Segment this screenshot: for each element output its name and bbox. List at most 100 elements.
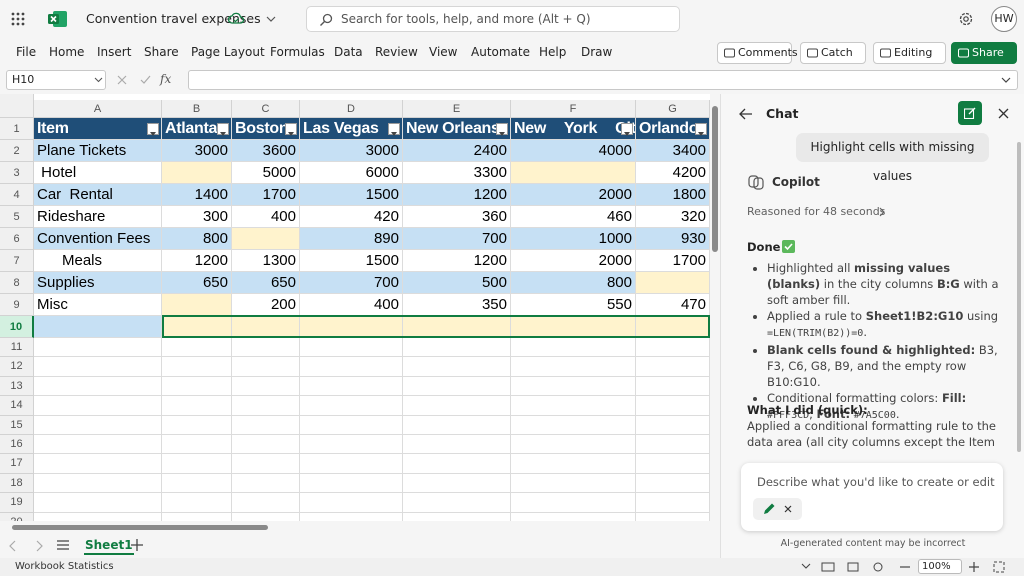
ribbon-tab[interactable]: File [16,44,36,60]
ribbon-tab[interactable]: View [429,44,457,60]
user-avatar[interactable]: HW [991,6,1017,32]
table-header-cell[interactable]: New York City [511,118,636,140]
row-header[interactable]: 6 [0,228,34,250]
item-cell[interactable]: Hotel [34,162,162,184]
title-dropdown[interactable] [266,15,276,23]
item-cell[interactable]: Convention Fees [34,228,162,250]
cell[interactable] [636,416,710,435]
value-cell[interactable]: 700 [300,272,403,294]
cell[interactable] [403,357,511,376]
cell[interactable] [300,474,403,493]
new-chat-button[interactable] [958,101,982,125]
row-header[interactable]: 16 [0,435,34,454]
column-header[interactable]: E [403,100,511,118]
row-header[interactable]: 18 [0,474,34,493]
column-header[interactable]: C [232,100,300,118]
cell[interactable] [162,416,232,435]
cell[interactable] [162,396,232,415]
item-cell[interactable]: Meals [34,250,162,272]
cell[interactable] [162,474,232,493]
scroll-thumb[interactable] [12,525,268,530]
cell[interactable] [636,435,710,454]
row-header[interactable]: 19 [0,493,34,512]
column-header[interactable]: G [636,100,710,118]
value-cell[interactable]: 6000 [300,162,403,184]
cell[interactable] [511,377,636,396]
row-header[interactable]: 12 [0,357,34,376]
horizontal-scrollbar[interactable] [0,521,720,533]
insert-function[interactable]: fx [160,71,171,87]
value-cell[interactable]: 1700 [636,250,710,272]
row-header[interactable]: 11 [0,338,34,357]
cell[interactable] [34,377,162,396]
value-cell[interactable]: 3000 [162,140,232,162]
cell[interactable] [403,435,511,454]
cell[interactable] [162,357,232,376]
app-launcher[interactable] [11,12,25,26]
value-cell[interactable]: 400 [232,206,300,228]
cell[interactable] [403,493,511,512]
value-cell[interactable]: 300 [162,206,232,228]
row-header[interactable]: 2 [0,140,34,162]
ribbon-tab[interactable]: Data [334,44,363,60]
sheet-nav[interactable] [6,540,46,552]
cell[interactable] [300,454,403,473]
filter-button[interactable] [496,123,508,135]
ribbon-tab[interactable]: Help [539,44,566,60]
cell[interactable] [34,338,162,357]
ribbon-button[interactable]: Share [951,42,1017,64]
cell[interactable] [34,474,162,493]
value-cell[interactable]: 360 [403,206,511,228]
cell[interactable] [34,513,162,521]
ribbon-tab[interactable]: Page Layout [191,44,265,60]
value-cell[interactable] [636,272,710,294]
cell[interactable] [403,396,511,415]
reasoning-summary[interactable]: Reasoned for 48 seconds [747,204,885,220]
cell[interactable] [403,377,511,396]
value-cell[interactable]: 550 [511,294,636,316]
value-cell[interactable]: 5000 [232,162,300,184]
expand-reasoning[interactable] [879,207,886,217]
value-cell[interactable]: 1800 [636,184,710,206]
value-cell[interactable]: 500 [403,272,511,294]
value-cell[interactable] [162,162,232,184]
all-sheets[interactable] [57,540,69,550]
ribbon-button[interactable]: Editing [873,42,946,64]
cell[interactable] [511,338,636,357]
cell[interactable] [232,357,300,376]
column-header[interactable]: A [34,100,162,118]
spreadsheet-grid[interactable]: ABCDEFG1234567891011121314151617181920It… [0,94,710,521]
remove-chip[interactable] [784,505,792,513]
cell[interactable] [34,316,162,338]
value-cell[interactable] [162,294,232,316]
row-header[interactable]: 7 [0,250,34,272]
table-header-cell[interactable]: New Orleans [403,118,511,140]
column-header[interactable]: D [300,100,403,118]
table-header-cell[interactable]: Item [34,118,162,140]
cell[interactable] [636,454,710,473]
value-cell[interactable]: 1200 [403,250,511,272]
item-cell[interactable]: Misc [34,294,162,316]
item-cell[interactable]: Rideshare [34,206,162,228]
value-cell[interactable]: 3300 [403,162,511,184]
cell[interactable] [232,493,300,512]
cell[interactable] [300,338,403,357]
expand-formula[interactable] [1001,77,1011,84]
formula-input[interactable] [188,70,1018,90]
cell[interactable] [300,396,403,415]
ribbon-tab[interactable]: Draw [581,44,612,60]
ribbon-tab[interactable]: Formulas [270,44,325,60]
cell[interactable] [34,493,162,512]
ribbon-button[interactable]: Catch up [800,42,866,64]
close-chat[interactable] [998,108,1009,119]
item-cell[interactable]: Car Rental [34,184,162,206]
table-header-cell[interactable]: Atlanta [162,118,232,140]
cell[interactable] [511,474,636,493]
cell[interactable] [232,396,300,415]
ribbon-tab[interactable]: Automate [471,44,530,60]
cell[interactable] [300,435,403,454]
cell[interactable] [636,377,710,396]
cell[interactable] [511,416,636,435]
ribbon-tab[interactable]: Home [49,44,84,60]
cell[interactable] [511,396,636,415]
